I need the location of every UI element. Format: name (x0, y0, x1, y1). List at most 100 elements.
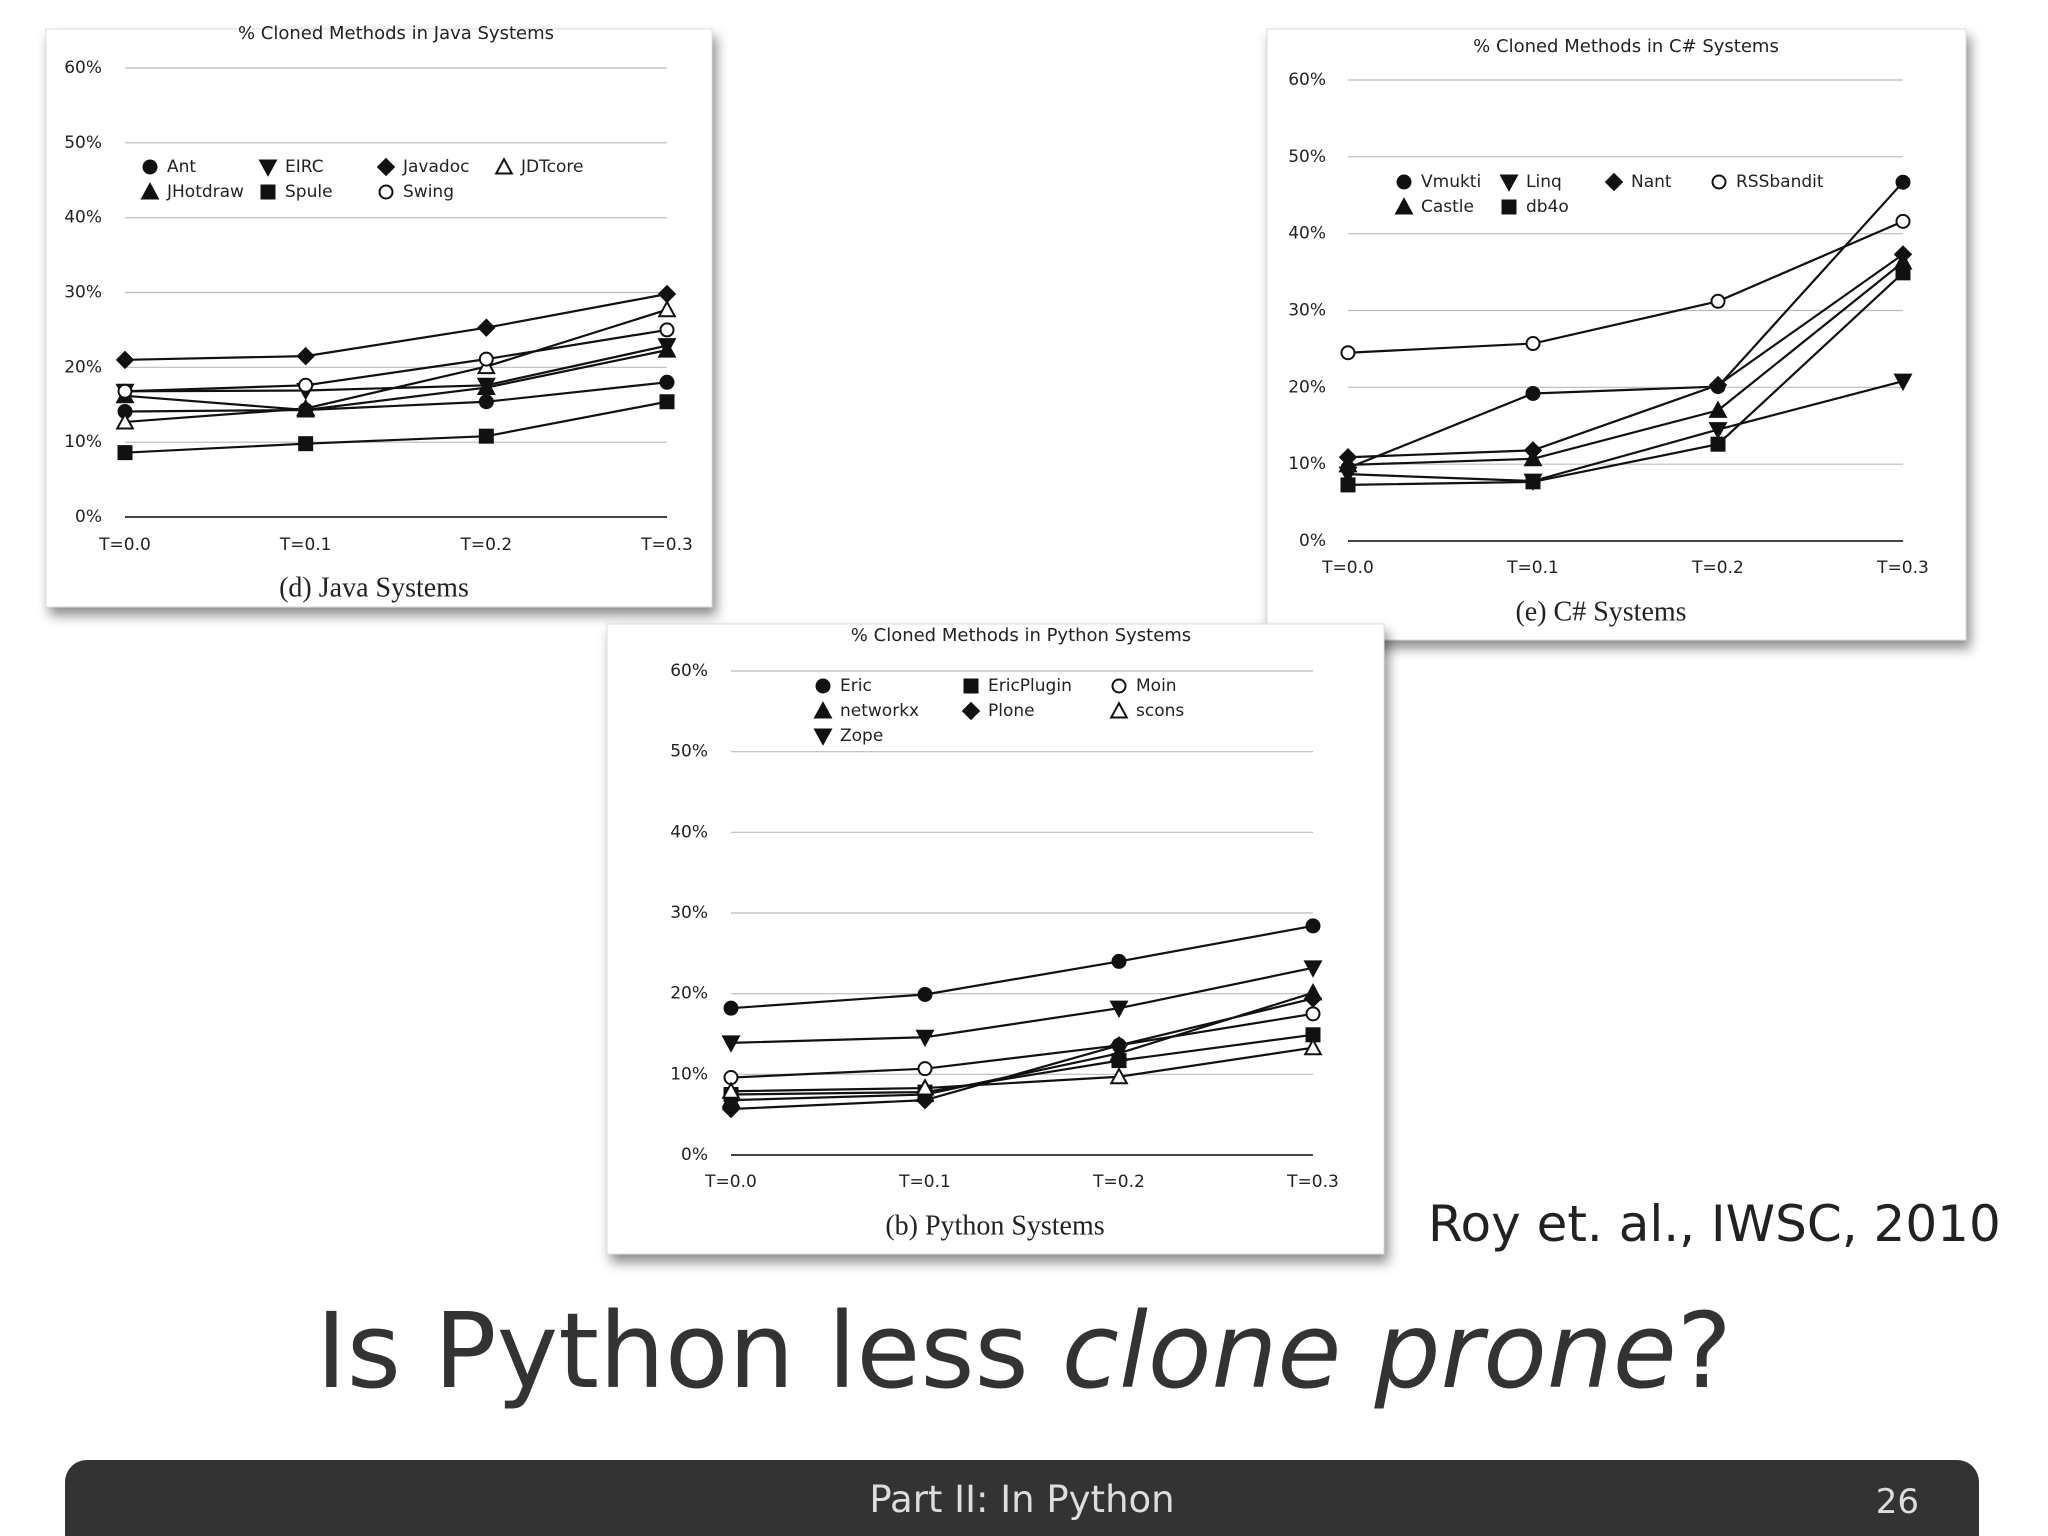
data-point (115, 412, 135, 430)
footer-bar: Part II: In Python 26 (65, 1460, 1979, 1536)
y-tick-label: 50% (64, 133, 102, 153)
data-point (1525, 336, 1541, 352)
data-point (1109, 1000, 1129, 1019)
data-point (117, 445, 133, 461)
data-point (1111, 953, 1127, 969)
legend-marker (258, 159, 278, 177)
legend-label: Nant (1631, 172, 1672, 192)
data-point (1305, 1006, 1321, 1022)
series-line (1347, 261, 1904, 467)
y-tick-label: 20% (1288, 377, 1326, 397)
chart: % Cloned Methods in Python Systems (b) Py… (606, 623, 1385, 1255)
y-tick-label: 20% (670, 984, 708, 1004)
legend-label: Swing (403, 182, 454, 202)
data-point (1109, 1066, 1129, 1085)
y-tick-label: 30% (1288, 301, 1326, 321)
legend-label: Castle (1421, 197, 1474, 217)
legend-label: networkx (840, 701, 919, 721)
data-point (659, 322, 675, 338)
series-line (124, 308, 668, 424)
chart-caption: (b) Python Systems (885, 1210, 1104, 1241)
data-point (1523, 448, 1543, 467)
data-point (915, 1029, 935, 1048)
series-line (730, 1046, 1314, 1093)
legend-label: EIRC (285, 157, 324, 177)
y-tick-label: 40% (1288, 224, 1326, 244)
x-tick-label: T=0.1 (279, 535, 332, 555)
page-number: 26 (1875, 1482, 1919, 1522)
legend-marker (813, 701, 833, 719)
legend-marker (1111, 678, 1127, 694)
legend-marker (1501, 199, 1517, 215)
title-text: ? (1676, 1290, 1732, 1412)
data-point (298, 436, 314, 452)
data-point (1303, 1037, 1323, 1056)
data-point (1303, 960, 1323, 978)
legend-marker (378, 184, 394, 200)
x-tick-label: T=0.0 (98, 535, 151, 555)
legend-marker (1394, 197, 1414, 215)
data-point (1525, 474, 1541, 490)
data-point (1303, 989, 1323, 1008)
x-tick-label: T=0.3 (640, 535, 693, 555)
legend-label: Eric (840, 676, 872, 696)
legend-label: Plone (988, 701, 1035, 721)
data-point (721, 1035, 741, 1053)
chart-title: % Cloned Methods in Python Systems (851, 625, 1191, 646)
series-line (124, 328, 668, 393)
legend-marker (494, 157, 514, 175)
data-point (296, 346, 315, 366)
data-point (1710, 293, 1726, 309)
data-point (657, 299, 677, 318)
data-point (115, 350, 135, 370)
data-point (1893, 373, 1913, 392)
series-line (1347, 253, 1904, 459)
chart: % Cloned Methods in Java Systems (d) Java… (45, 23, 713, 608)
y-tick-label: 40% (670, 822, 708, 842)
x-tick-label: T=0.2 (1691, 558, 1744, 578)
legend-label: EricPlugin (988, 676, 1072, 696)
series-line (1347, 220, 1904, 354)
data-point (477, 318, 496, 337)
y-tick-label: 0% (75, 507, 102, 527)
chart-caption: (d) Java Systems (279, 572, 469, 603)
data-point (298, 377, 314, 393)
chart-panel (1266, 28, 1967, 641)
legend-label: Vmukti (1421, 172, 1481, 192)
slide-title: Is Python less clone prone? (0, 1290, 2048, 1412)
series-line (1347, 272, 1904, 487)
y-tick-label: 30% (670, 903, 708, 923)
y-tick-label: 40% (64, 208, 102, 228)
y-tick-label: 60% (670, 661, 708, 681)
series-line (1347, 380, 1904, 483)
x-tick-label: T=0.3 (1286, 1172, 1339, 1192)
y-tick-label: 60% (1288, 70, 1326, 90)
legend-label: Moin (1136, 676, 1177, 696)
y-tick-label: 30% (64, 283, 102, 303)
data-point (721, 1099, 741, 1119)
legend-marker (1396, 174, 1412, 190)
data-point (1305, 918, 1321, 934)
data-point (1525, 385, 1541, 401)
data-point (723, 1000, 739, 1016)
legend-marker (815, 678, 831, 694)
y-tick-label: 10% (670, 1064, 708, 1084)
y-tick-label: 0% (681, 1145, 708, 1165)
legend-label: db4o (1526, 197, 1569, 217)
legend-label: JDTcore (520, 157, 583, 177)
legend-marker (140, 182, 160, 200)
series-line (124, 349, 668, 412)
y-tick-label: 50% (670, 742, 708, 762)
data-point (1895, 174, 1911, 190)
title-italic: clone prone (1061, 1290, 1677, 1412)
legend-marker (1604, 172, 1624, 192)
legend-marker (260, 184, 276, 200)
chart: % Cloned Methods in C# Systems (e) C# Sys… (1266, 28, 1967, 641)
data-point (1340, 345, 1356, 361)
chart-panel (45, 28, 713, 608)
footer-text: Part II: In Python (869, 1478, 1175, 1521)
chart-caption: (e) C# Systems (1515, 596, 1686, 627)
data-point (915, 1090, 935, 1110)
y-tick-label: 0% (1299, 531, 1326, 551)
